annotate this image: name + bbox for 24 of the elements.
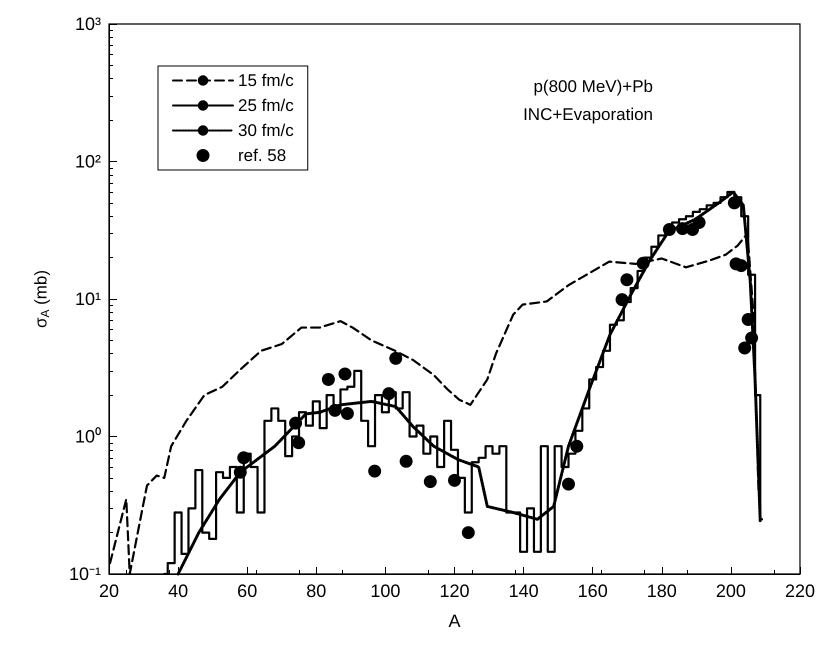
y-tick-label: 10³ — [74, 14, 102, 34]
x-tick-label: 120 — [439, 581, 470, 601]
y-tick-label: 10¹ — [74, 289, 102, 309]
legend-label: 30 fm/c — [238, 121, 294, 140]
x-tick-label: 200 — [716, 581, 746, 601]
x-tick-label: 100 — [370, 581, 400, 601]
x-tick-label: 40 — [168, 581, 188, 601]
x-axis-title: A — [448, 611, 460, 631]
legend-label: 25 fm/c — [238, 96, 294, 115]
legend-label: 15 fm/c — [238, 71, 294, 90]
annotation: INC+Evaporation — [523, 105, 654, 124]
x-tick-label: 160 — [578, 581, 608, 601]
y-tick-label: 10⁻¹ — [68, 564, 102, 584]
x-tick-label: 180 — [646, 581, 677, 601]
x-tick-label: 60 — [237, 581, 258, 601]
y-axis-title: σA (mb) — [31, 270, 52, 328]
x-tick-label: 140 — [508, 581, 539, 601]
y-tick-label: 10⁰ — [74, 426, 101, 446]
x-tick-label: 20 — [98, 581, 120, 601]
x-tick-label: 220 — [784, 581, 816, 601]
x-tick-label: 80 — [306, 581, 326, 601]
legend-label: ref. 58 — [238, 146, 286, 165]
y-tick-label: 10² — [74, 152, 102, 172]
annotation: p(800 MeV)+Pb — [533, 77, 654, 96]
